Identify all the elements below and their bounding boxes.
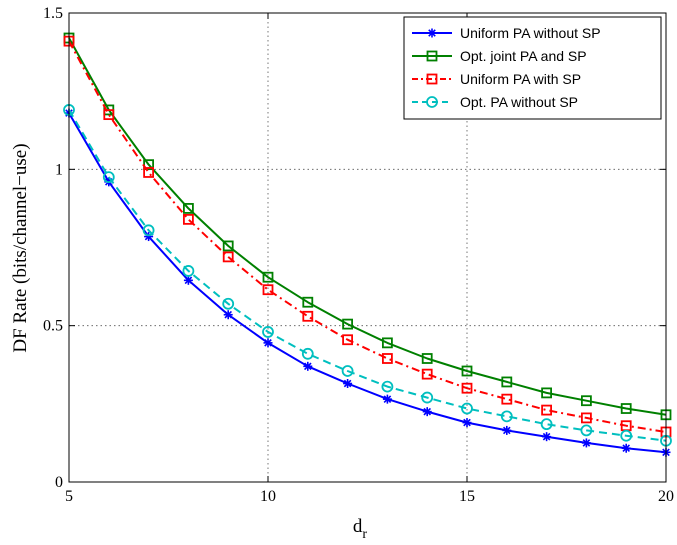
legend-marker <box>426 50 438 62</box>
grid <box>69 13 666 482</box>
legend-entry: Opt. joint PA and SP <box>412 48 587 64</box>
x-tick-label: 10 <box>260 488 276 505</box>
series-group <box>63 32 672 457</box>
data-point <box>142 224 155 237</box>
data-point <box>103 109 115 121</box>
data-point <box>381 353 393 364</box>
series-2 <box>63 32 672 421</box>
data-point <box>302 296 314 308</box>
data-point <box>182 203 194 214</box>
y-axis-label: DF Rate (bits/channel−use) <box>10 143 31 352</box>
data-point <box>182 265 195 277</box>
data-point <box>301 347 314 360</box>
data-point <box>222 251 234 263</box>
data-point <box>183 275 193 285</box>
data-point <box>461 402 473 415</box>
data-point <box>343 379 353 389</box>
data-point <box>263 338 273 348</box>
legend-marker <box>426 96 438 108</box>
data-point <box>581 412 592 424</box>
legend-marker <box>427 28 437 38</box>
data-point <box>540 418 553 431</box>
data-point <box>262 284 274 296</box>
data-point <box>223 310 233 320</box>
x-tick-label: 5 <box>65 488 73 505</box>
data-point <box>421 391 434 404</box>
data-point <box>102 171 115 184</box>
data-point <box>182 213 194 225</box>
x-tick-label: 15 <box>459 488 475 505</box>
y-tick-label: 0 <box>55 474 63 491</box>
x-axis-label-subscript: r <box>362 527 367 542</box>
data-point <box>500 410 513 423</box>
data-point <box>620 403 632 414</box>
data-point <box>302 310 314 322</box>
data-point <box>341 365 354 377</box>
data-point <box>382 394 392 404</box>
data-point <box>621 443 631 453</box>
data-point <box>542 432 552 442</box>
x-tick-label: 20 <box>658 488 674 505</box>
x-axis-label: dr <box>353 516 368 542</box>
series-line <box>68 109 667 442</box>
data-point <box>620 429 633 442</box>
legend: Uniform PA without SP Opt. joint PA and S… <box>403 16 662 120</box>
legend-label: Opt. joint PA and SP <box>460 48 587 64</box>
data-point <box>581 395 592 407</box>
data-point <box>580 424 593 437</box>
data-point <box>222 297 235 310</box>
series-line <box>68 112 667 454</box>
series-line <box>68 37 667 416</box>
data-point <box>541 404 552 416</box>
data-point <box>461 365 473 377</box>
y-tick-label: 1.5 <box>43 5 63 22</box>
legend-entry: Opt. PA without SP <box>412 94 578 110</box>
legend-label: Uniform PA with SP <box>460 71 581 87</box>
data-point <box>381 380 394 393</box>
data-point <box>262 326 274 338</box>
legend-label: Opt. PA without SP <box>460 94 578 110</box>
legend-marker <box>426 73 438 85</box>
y-tick-label: 1 <box>55 161 63 178</box>
series-4 <box>63 104 672 447</box>
data-point <box>502 425 512 435</box>
data-point <box>422 407 432 417</box>
data-point <box>381 337 393 349</box>
data-point <box>462 418 472 428</box>
data-point <box>421 368 433 380</box>
data-point <box>222 240 234 252</box>
legend-entry: Uniform PA with SP <box>412 71 581 87</box>
series-line <box>68 40 667 433</box>
data-point <box>342 334 354 346</box>
data-point <box>541 387 552 399</box>
data-point <box>501 393 513 405</box>
data-point <box>342 318 354 330</box>
data-point <box>262 271 274 283</box>
y-tick-label: 0.5 <box>43 318 63 335</box>
data-point <box>581 438 591 448</box>
data-point <box>303 361 313 371</box>
data-point <box>421 353 433 364</box>
data-point <box>501 376 513 388</box>
data-point <box>461 382 473 394</box>
data-point <box>143 167 155 178</box>
legend-entry: Uniform PA without SP <box>412 25 601 41</box>
plot-frame <box>68 12 667 483</box>
legend-label: Uniform PA without SP <box>460 25 601 41</box>
